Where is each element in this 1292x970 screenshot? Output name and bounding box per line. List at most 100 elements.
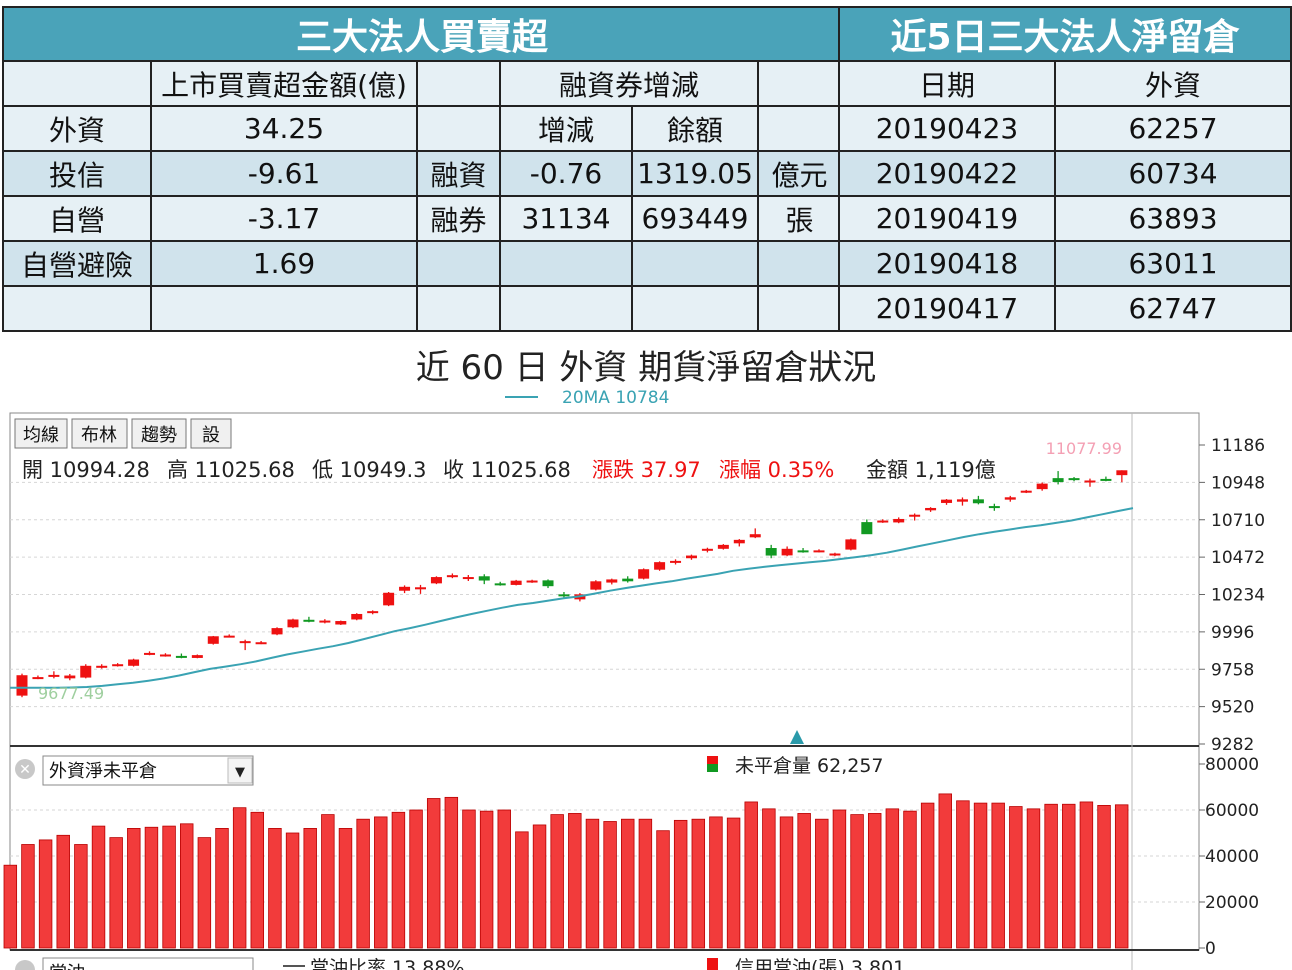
bottom-indicator-select[interactable] xyxy=(42,957,254,970)
row-name: 投信 xyxy=(2,150,152,197)
oi-bar xyxy=(462,809,476,949)
price-panel-frame xyxy=(9,412,1200,747)
candle-body xyxy=(861,522,873,535)
close-bottom-panel-icon[interactable] xyxy=(15,960,35,970)
oi-bar xyxy=(215,828,229,949)
oi-bar xyxy=(726,817,741,949)
oi-bar xyxy=(691,818,706,949)
close-panel-icon[interactable] xyxy=(15,759,35,779)
oi-bar xyxy=(38,839,53,949)
candle-body xyxy=(128,659,140,666)
candle-body xyxy=(1020,490,1032,493)
empty-cell xyxy=(499,285,633,332)
oi-bar xyxy=(91,825,106,949)
candle-body xyxy=(941,499,953,503)
foreign-cell: 62747 xyxy=(1054,285,1292,332)
oi-bar xyxy=(832,809,847,949)
settings-button[interactable] xyxy=(190,418,232,449)
oi-bar xyxy=(127,828,141,949)
oi-bar xyxy=(109,837,123,949)
oi-bar xyxy=(815,818,829,949)
dropdown-button[interactable] xyxy=(227,757,253,784)
ma-button[interactable] xyxy=(14,418,68,449)
settings-button-label: 設 xyxy=(202,425,220,446)
candle-body xyxy=(399,586,411,591)
candle-body xyxy=(32,677,44,680)
candle-body xyxy=(48,674,60,677)
margin-change: -0.76 xyxy=(499,150,633,197)
empty-cell xyxy=(756,60,843,107)
date-cell: 20190422 xyxy=(838,150,1056,197)
oi-bar xyxy=(303,828,317,949)
candle-body xyxy=(542,580,554,587)
oi-bar xyxy=(850,814,864,949)
candle-body xyxy=(988,506,1000,509)
oi-tick-label: 80000 xyxy=(1205,755,1259,775)
candle-body xyxy=(510,580,522,585)
close-panel-glyph: ✕ xyxy=(19,762,31,778)
price-tick-label: 11186 xyxy=(1211,436,1265,456)
oi-bar xyxy=(991,802,1005,949)
trend-button[interactable] xyxy=(131,418,187,449)
oi-bar xyxy=(479,810,494,949)
sub-change-header: 增減 xyxy=(499,105,633,152)
candle-body xyxy=(638,569,650,579)
candle-body xyxy=(287,619,299,628)
price-tick-label: 10948 xyxy=(1211,473,1265,493)
candle-body xyxy=(494,583,506,586)
oi-bar xyxy=(638,818,653,949)
date-header: 日期 xyxy=(838,60,1056,107)
empty-cell xyxy=(2,285,152,332)
sub-balance-header: 餘額 xyxy=(631,105,759,152)
candle-body xyxy=(239,641,251,644)
candle-body xyxy=(335,621,347,625)
margin-balance: 1319.05 xyxy=(631,150,759,197)
trend-button-label: 趨勢 xyxy=(141,425,177,446)
price-tick-label: 10234 xyxy=(1211,586,1265,606)
candle-body xyxy=(303,619,315,622)
candle-body xyxy=(80,665,92,678)
bollinger-button[interactable] xyxy=(71,418,128,449)
oi-bar xyxy=(356,818,370,949)
oi-bar xyxy=(603,821,617,949)
candle-body xyxy=(558,594,570,597)
oi-bar xyxy=(21,844,35,949)
date-cell: 20190419 xyxy=(838,195,1056,242)
candle-body xyxy=(383,592,395,606)
candle-body xyxy=(462,577,474,580)
empty-cell xyxy=(631,285,759,332)
date-cell: 20190417 xyxy=(838,285,1056,332)
oi-legend-icon-bottom xyxy=(707,764,718,772)
empty-cell xyxy=(416,105,501,152)
oi-bar xyxy=(656,830,670,949)
oi-bar xyxy=(938,793,952,949)
max-price-label: 11077.99 xyxy=(1046,439,1122,458)
candle-body xyxy=(701,548,713,551)
margin-balance: 693449 xyxy=(631,195,759,242)
ma-button-label: 均線 xyxy=(23,425,59,446)
oi-bar xyxy=(673,819,688,949)
date-cell: 20190418 xyxy=(838,240,1056,287)
candle-body xyxy=(319,620,331,623)
bottom-select-value: 當沖 xyxy=(49,963,85,970)
candle-body xyxy=(654,562,666,570)
oi-select-value: 外資淨未平倉 xyxy=(49,761,157,782)
candle-body xyxy=(1004,497,1016,500)
oi-bar xyxy=(426,798,441,949)
price-tick-label: 9758 xyxy=(1211,660,1254,680)
ma20-line xyxy=(10,507,1134,689)
candle-body xyxy=(813,550,825,553)
oi-bar xyxy=(797,813,811,949)
candle-body xyxy=(590,581,602,590)
oi-indicator-select[interactable] xyxy=(42,755,254,786)
candle-body xyxy=(255,642,267,645)
daytrade-volume-label: 信用當沖(張) 3,801 xyxy=(735,957,905,970)
candle-body xyxy=(829,553,841,556)
oi-tick-label: 60000 xyxy=(1205,801,1259,821)
empty-cell xyxy=(756,105,843,152)
candle-body xyxy=(877,520,889,523)
candle-body xyxy=(191,655,203,658)
margin-name: 融券 xyxy=(416,195,501,242)
high-value: 高 11025.68 xyxy=(167,458,295,482)
